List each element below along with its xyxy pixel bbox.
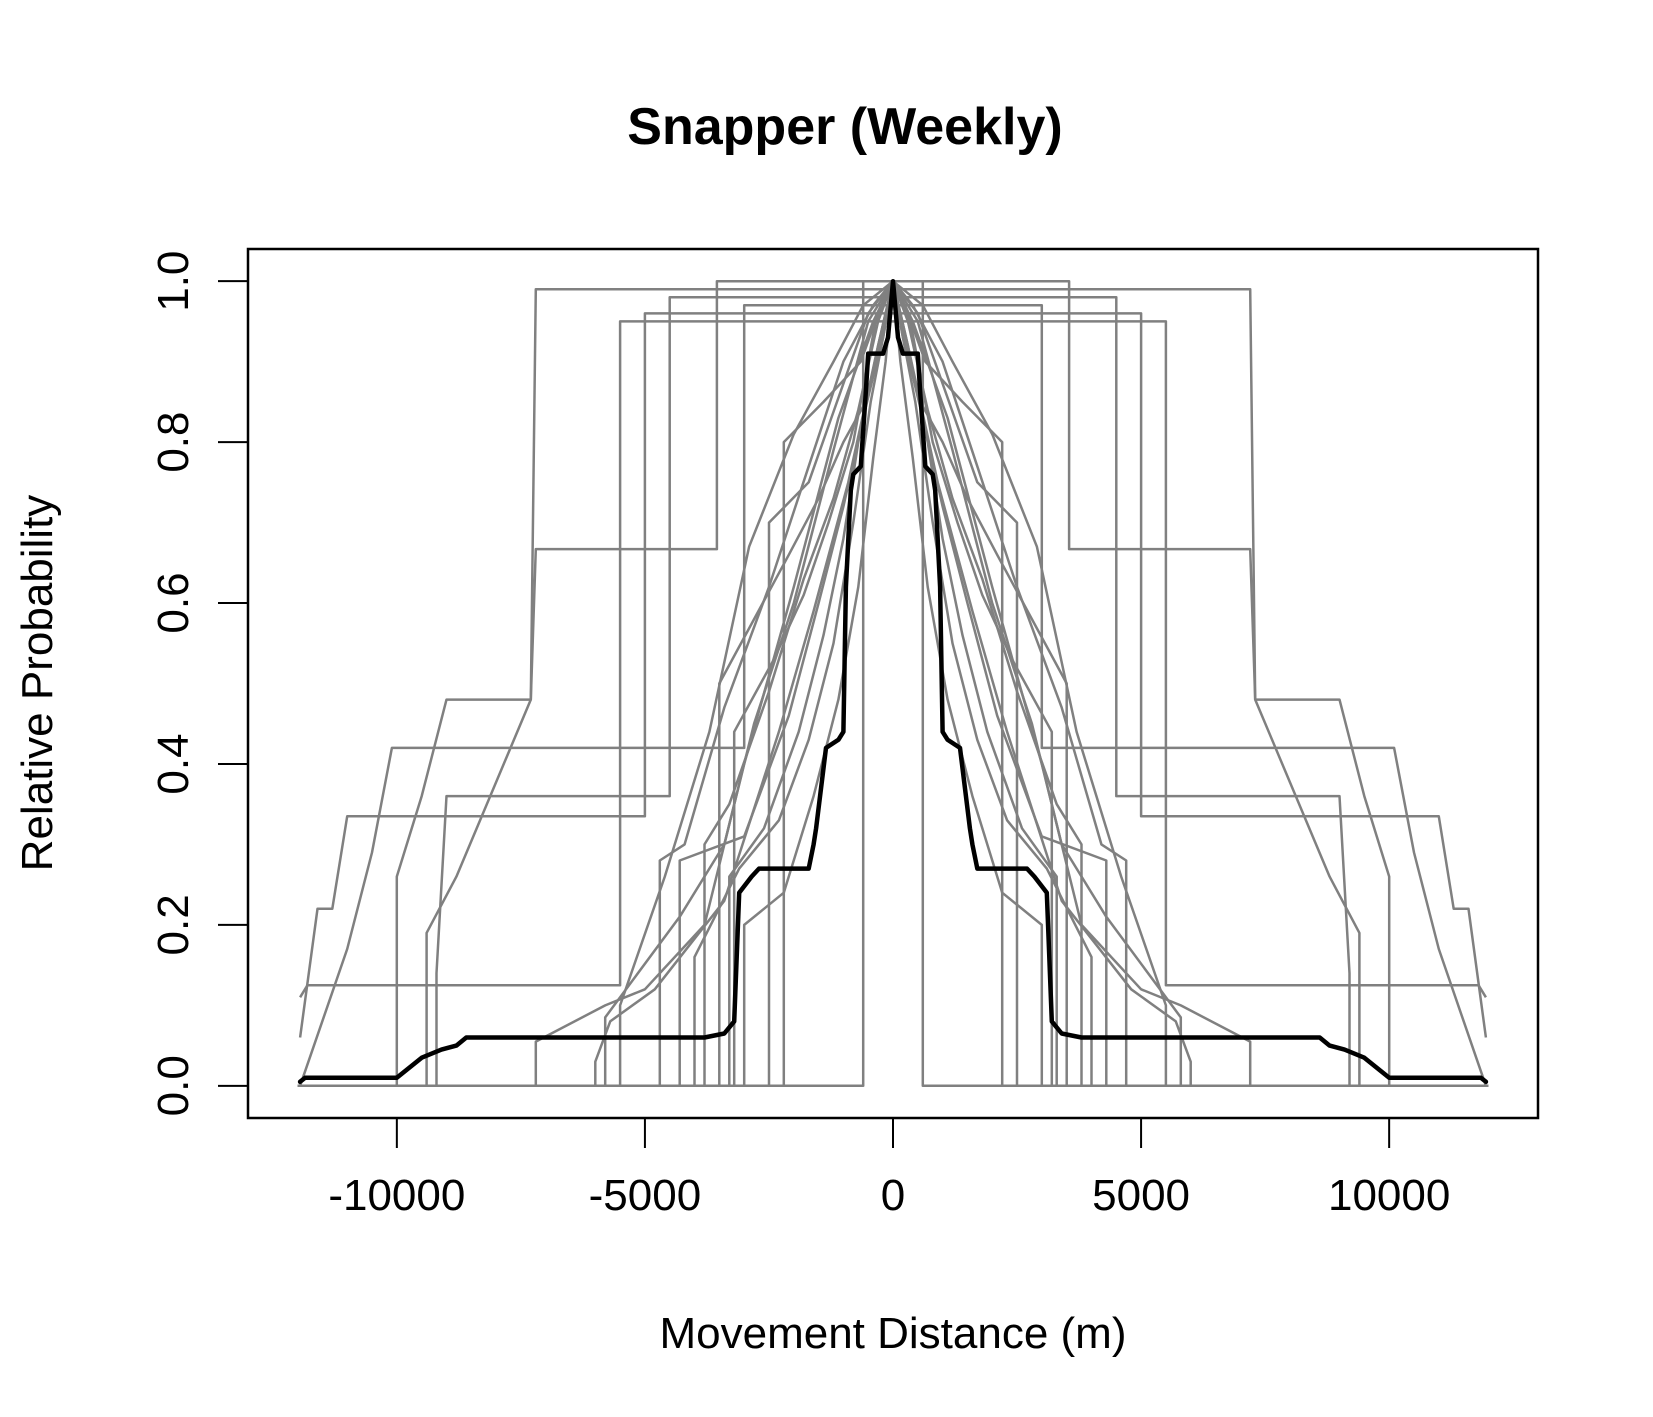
- series-individual-line-21: [298, 304, 1488, 1087]
- series-layer: [297, 278, 1489, 1088]
- x-tick-label: -10000: [328, 1171, 465, 1220]
- series-individual-line-2: [297, 279, 1489, 1088]
- series-individual-line-20: [299, 320, 1487, 998]
- y-tick-label: 1.0: [149, 251, 198, 312]
- series-individual-line-3: [297, 279, 1489, 1088]
- y-tick-label: 0.0: [149, 1055, 198, 1116]
- series-individual-line-13: [297, 279, 1489, 1088]
- series-mean-line: [297, 278, 1489, 1085]
- y-axis-label: Relative Probability: [13, 495, 62, 872]
- y-tick-label: 0.4: [149, 733, 198, 794]
- series-individual-line-7: [297, 279, 1489, 1088]
- series-individual-line-11: [297, 279, 1489, 1088]
- series-individual-line-10: [297, 279, 1489, 1088]
- y-tick-label: 0.6: [149, 572, 198, 633]
- x-tick-label: 5000: [1092, 1171, 1190, 1220]
- series-individual-line-18: [297, 296, 1489, 1088]
- series-individual-line-12: [297, 279, 1489, 1088]
- series-individual-line-16: [297, 279, 1489, 1088]
- x-axis-label: Movement Distance (m): [659, 1309, 1126, 1358]
- series-individual-line-1: [297, 279, 1489, 1088]
- x-tick-label: 10000: [1328, 1171, 1450, 1220]
- y-tick-label: 0.8: [149, 412, 198, 473]
- x-axis: -10000 -5000 0 5000 10000: [328, 1117, 1450, 1220]
- x-tick-label: 0: [881, 1171, 905, 1220]
- y-tick-label: 0.2: [149, 894, 198, 955]
- series-individual-line-4: [297, 279, 1489, 1088]
- series-individual-line-17: [297, 287, 1489, 1088]
- series-individual-line-5: [297, 279, 1489, 1088]
- y-axis: 0.0 0.2 0.4 0.6 0.8 1.0: [149, 251, 249, 1116]
- series-individual-line-9: [297, 279, 1489, 1088]
- plot-frame: [246, 247, 1540, 1120]
- x-tick-label: -5000: [589, 1171, 702, 1220]
- series-individual-line-6: [297, 279, 1489, 1088]
- series-individual-line-19: [298, 312, 1488, 1038]
- series-individual-line-14: [297, 279, 1489, 1088]
- series-individual-line-15: [297, 279, 1489, 1088]
- series-individual-line-8: [297, 279, 1489, 1088]
- chart-title: Snapper (Weekly): [627, 98, 1062, 156]
